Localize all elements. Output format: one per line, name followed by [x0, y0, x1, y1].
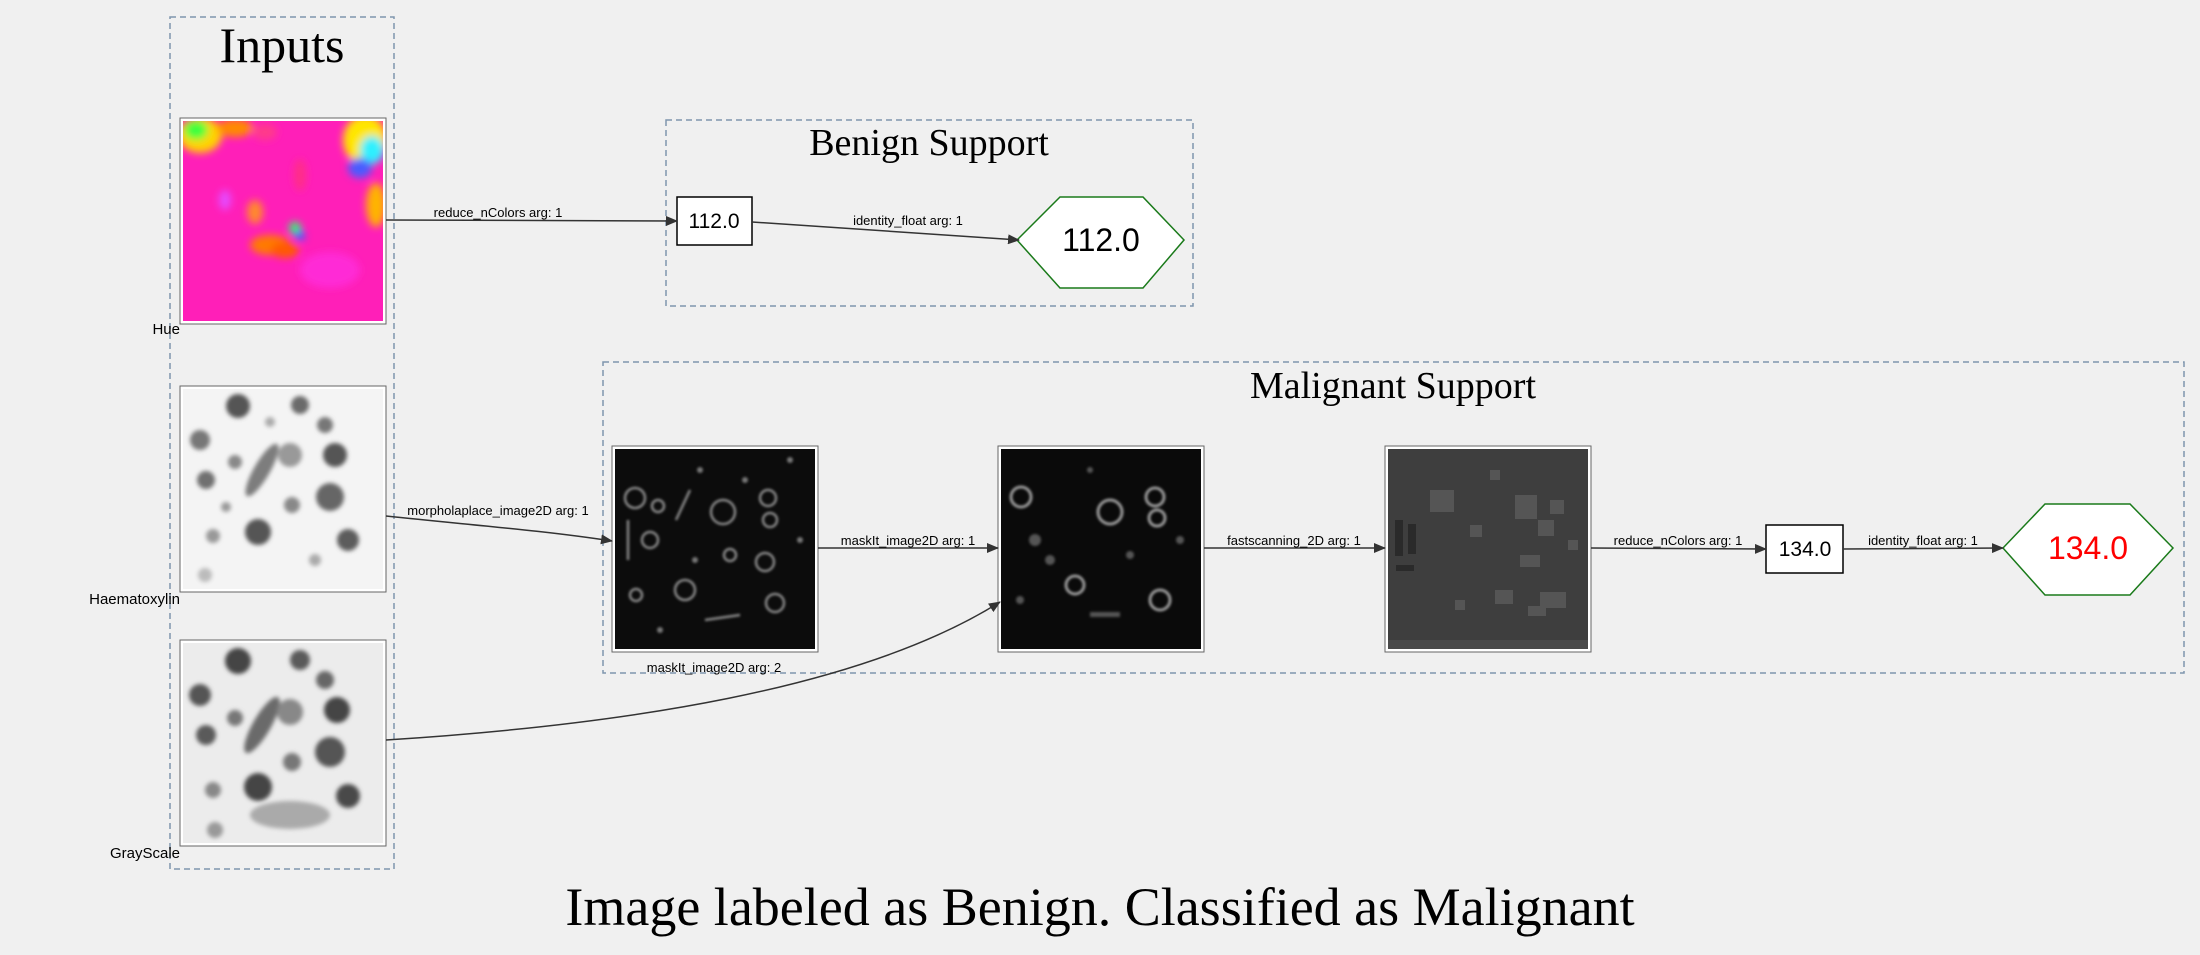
inputs-cluster: Inputs: [169, 16, 395, 870]
malignant-cluster: Malignant Support: [602, 361, 2185, 674]
grayscale-label: GrayScale: [110, 845, 180, 862]
benign-output-text: 112.0: [1062, 222, 1140, 258]
edge-label-benign-identity: identity_float arg: 1: [853, 213, 963, 228]
classification-caption: Image labeled as Benign. Classified as M…: [565, 877, 1634, 937]
edge-haematoxylin-to-laplace: [385, 515, 613, 545]
inputs-cluster-title: Inputs: [220, 17, 345, 73]
edge-label-malignant-reduce: reduce_nColors arg: 1: [1614, 533, 1743, 548]
grayscale-cells-image: [179, 639, 387, 847]
dark-edge-image: [611, 445, 819, 653]
hue-heatmap-image: [179, 117, 387, 325]
benign-value-text: 112.0: [689, 210, 740, 233]
hue-label: Hue: [152, 321, 180, 338]
malignant-cluster-title: Malignant Support: [1250, 365, 1536, 407]
benign-value-node: 112.0: [676, 196, 753, 246]
haematoxylin-label: Haematoxylin: [89, 591, 180, 608]
edge-label-maskit-1: maskIt_image2D arg: 1: [841, 533, 975, 548]
gray-segmented-image: [1384, 445, 1592, 653]
edge-label-maskit-2: maskIt_image2D arg: 2: [647, 660, 781, 675]
edge-label-hue-reduce: reduce_nColors arg: 1: [434, 205, 563, 220]
edge-benign-value-to-output: [751, 221, 1020, 245]
benign-cluster-title: Benign Support: [809, 122, 1049, 164]
malignant-output-hexagon: 134.0: [2001, 503, 2175, 596]
haematoxylin-cells-image: [179, 385, 387, 593]
edge-value-to-malignant-output: [1842, 543, 2004, 554]
edge-label-malignant-identity: identity_float arg: 1: [1868, 533, 1978, 548]
malignant-output-text: 134.0: [2048, 530, 2128, 566]
dark-masked-image: [997, 445, 1205, 653]
benign-output-hexagon: 112.0: [1015, 196, 1186, 289]
malignant-value-node: 134.0: [1765, 524, 1844, 574]
edge-grayscale-to-masked: [385, 601, 1001, 741]
edge-hue-to-benign-value: [385, 215, 678, 226]
edge-fastscan-to-value: [1590, 543, 1767, 554]
edge-label-morpholaplace: morpholaplace_image2D arg: 1: [407, 503, 588, 518]
benign-cluster: Benign Support: [665, 119, 1194, 307]
edge-label-fastscanning: fastscanning_2D arg: 1: [1227, 533, 1361, 548]
malignant-value-text: 134.0: [1779, 538, 1832, 561]
